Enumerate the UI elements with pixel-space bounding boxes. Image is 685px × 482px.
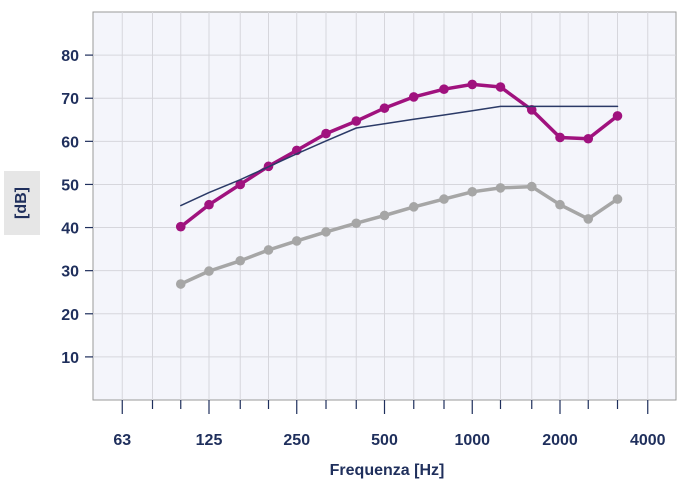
series-1-point: [467, 79, 478, 90]
series-2-point: [175, 279, 186, 289]
y-tick-label: 80: [61, 48, 79, 65]
series-1-point: [555, 132, 565, 143]
x-tick-label: 2000: [542, 432, 578, 449]
ylabel-bg: [4, 171, 40, 235]
y-tick-label: 10: [61, 350, 79, 367]
series-1-point: [379, 103, 390, 113]
series-2-point: [291, 236, 302, 246]
series-1-point: [439, 84, 449, 94]
series-line-1: [179, 82, 620, 229]
series-2-point: [526, 181, 537, 192]
series-2-point: [495, 183, 506, 193]
series-line-2: [179, 184, 620, 286]
series-2-point: [204, 266, 214, 276]
series-1-point: [321, 128, 331, 139]
series-2-point: [439, 194, 449, 204]
x-tick-label: 4000: [630, 432, 666, 449]
series-2-point: [555, 199, 565, 210]
x-tick-label: 125: [196, 432, 223, 449]
y-tick-label: 60: [61, 134, 79, 151]
x-tick-label: 1000: [454, 432, 490, 449]
series-layer: [175, 79, 623, 289]
series-1-point: [408, 92, 419, 102]
series-2-point: [467, 186, 478, 197]
series-2-point: [321, 227, 331, 237]
series-2-point: [263, 245, 274, 255]
series-line-3: [180, 105, 619, 207]
series-2-point: [612, 194, 623, 204]
series-1-point: [526, 105, 537, 115]
y-tick-label: 30: [61, 264, 79, 281]
series-1-point: [204, 199, 214, 210]
x-tick-label: 250: [283, 432, 310, 449]
y-tick-label: 40: [61, 221, 79, 238]
x-tick-label: 500: [371, 432, 398, 449]
series-1-point: [495, 82, 506, 92]
series-2-point: [408, 202, 419, 212]
series-2-point: [583, 214, 594, 224]
y-axis-title: [dB]: [13, 187, 30, 219]
series-1-point: [583, 133, 594, 144]
grid: [93, 12, 676, 400]
x-axis-title: Frequenza [Hz]: [330, 462, 445, 479]
series-2-point: [379, 210, 390, 221]
series-2-point: [235, 255, 246, 266]
y-tick-label: 20: [61, 307, 79, 324]
y-tick-label: 50: [61, 177, 79, 194]
x-tick-label: 63: [113, 432, 131, 449]
series-1-point: [612, 111, 623, 121]
ticks: 10 20 30 40 50 60 70 80 63 125 250 500 1000 2000 4000: [61, 48, 665, 449]
series-2-point: [351, 218, 362, 229]
series-1-point: [175, 221, 186, 232]
series-1-point: [351, 116, 362, 126]
series-1-point: [235, 179, 246, 190]
y-tick-label: 70: [61, 91, 79, 108]
